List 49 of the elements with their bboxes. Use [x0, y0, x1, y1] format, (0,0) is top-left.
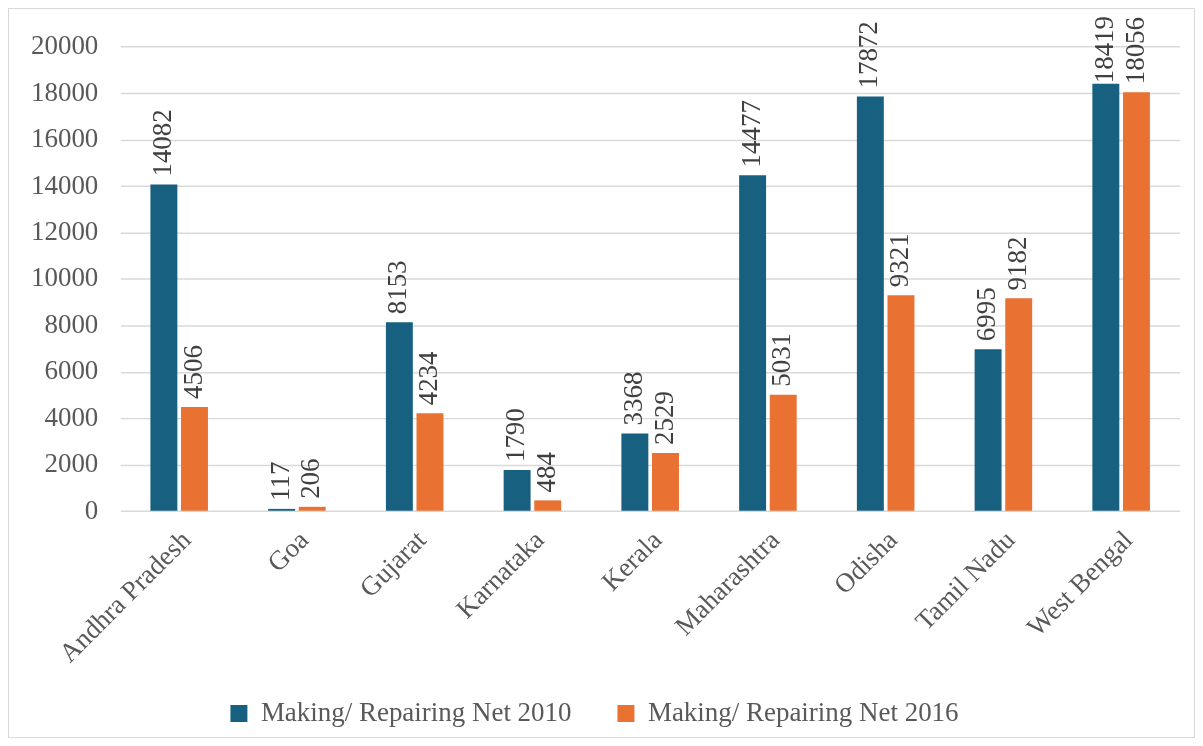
data-label: 2529 — [648, 391, 679, 445]
bar — [1092, 83, 1120, 511]
bar — [1122, 92, 1150, 511]
data-label: 8153 — [382, 260, 413, 315]
data-label: 9321 — [884, 233, 915, 288]
bar — [503, 470, 531, 511]
x-tick-label: Goa — [261, 524, 315, 578]
data-label: 1790 — [500, 408, 531, 463]
y-tick-label: 14000 — [30, 169, 99, 200]
bar — [974, 349, 1002, 511]
data-label: 117 — [264, 461, 295, 501]
y-tick-label: 8000 — [44, 308, 99, 339]
data-label: 4506 — [177, 345, 208, 399]
bar — [181, 406, 208, 511]
bar — [739, 175, 767, 511]
bar — [534, 500, 562, 511]
y-tick-label: 20000 — [30, 30, 99, 61]
bar — [652, 452, 679, 511]
legend-label: Making/ Repairing Net 2016 — [647, 696, 959, 727]
legend-label: Making/ Repairing Net 2010 — [260, 696, 572, 727]
bar — [856, 96, 884, 511]
data-label: 18419 — [1088, 15, 1119, 84]
bar — [621, 433, 649, 511]
data-label: 3368 — [617, 371, 648, 426]
data-label: 17872 — [853, 21, 884, 89]
bar — [1005, 298, 1033, 511]
y-tick-label: 4000 — [44, 401, 99, 432]
data-label: 14082 — [146, 109, 177, 177]
y-tick-label: 16000 — [30, 123, 99, 154]
y-tick-label: 10000 — [30, 262, 99, 293]
y-tick-label: 18000 — [30, 76, 99, 107]
data-label: 18056 — [1119, 16, 1150, 85]
data-label: 5031 — [766, 332, 797, 387]
y-tick-label: 2000 — [44, 448, 99, 479]
data-label: 206 — [295, 458, 326, 499]
y-tick-label: 12000 — [30, 215, 99, 246]
data-label: 14477 — [735, 100, 766, 168]
bar — [769, 394, 797, 511]
data-label: 6995 — [971, 287, 1002, 342]
data-label: 9182 — [1001, 236, 1032, 291]
bar — [887, 295, 915, 511]
bar — [385, 322, 413, 511]
y-tick-label: 6000 — [44, 355, 99, 386]
data-label: 4234 — [413, 350, 444, 406]
bar — [298, 506, 326, 511]
data-label: 484 — [530, 451, 561, 493]
bar — [416, 413, 444, 511]
y-tick-label: 0 — [84, 494, 99, 525]
bar — [150, 184, 178, 511]
